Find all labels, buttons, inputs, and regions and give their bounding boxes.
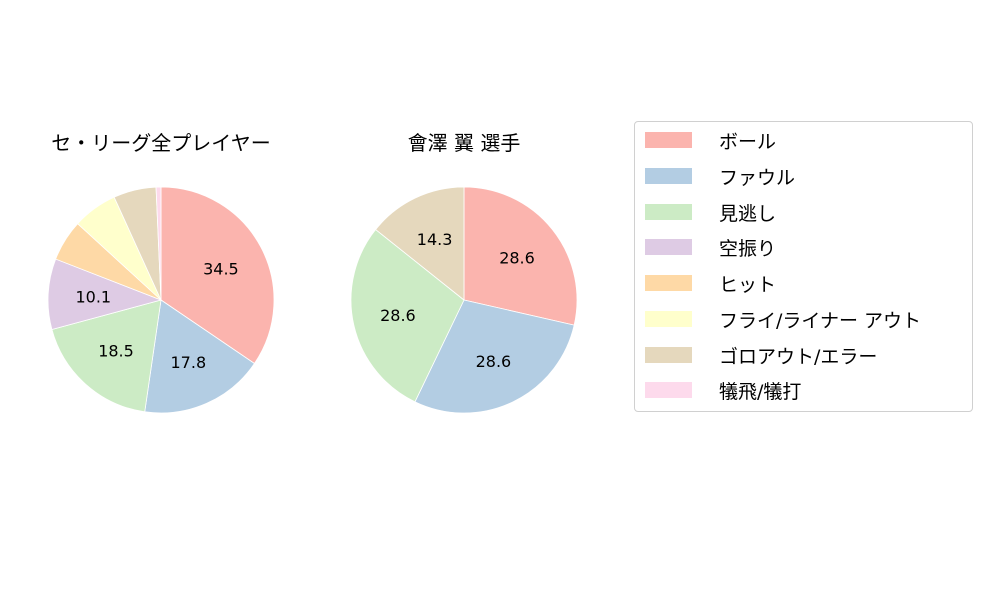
- legend-item-swinging: 空振り: [645, 237, 776, 260]
- slice-label: 18.5: [98, 342, 134, 361]
- slice-label: 28.6: [380, 306, 416, 325]
- legend-item-ground-out-error: ゴロアウト/エラー: [645, 345, 877, 368]
- pie-slice: [350, 228, 465, 403]
- pie-slice: [375, 186, 465, 301]
- legend-item-ball: ボール: [645, 130, 776, 153]
- slice-label: 14.3: [417, 230, 453, 249]
- right-chart-title: 會澤 翼 選手: [407, 131, 521, 155]
- legend-swatch: [645, 239, 692, 255]
- legend-item-fly-liner-out: フライ/ライナー アウト: [645, 309, 921, 332]
- legend-label: 犠飛/犠打: [719, 380, 802, 403]
- pie-slice: [51, 299, 162, 413]
- legend: ボール ファウル 見逃し 空振り ヒット フライ/ライナー アウト ゴロアウト/…: [634, 121, 973, 412]
- legend-label: ゴロアウト/エラー: [719, 345, 878, 368]
- legend-swatch: [645, 204, 692, 220]
- legend-item-sacrifice: 犠飛/犠打: [645, 380, 801, 403]
- legend-label: ヒット: [719, 273, 777, 296]
- pie-league: 34.5 17.8 18.5 10.1: [47, 186, 275, 414]
- pie-slice: [414, 299, 575, 414]
- pie-slice: [463, 186, 578, 326]
- legend-label: フライ/ライナー アウト: [719, 309, 922, 332]
- slice-label: 28.6: [499, 249, 535, 268]
- pie-slice: [160, 186, 275, 365]
- legend-label: ファウル: [719, 166, 796, 189]
- pie-slice: [155, 186, 162, 301]
- left-chart-title: セ・リーグ全プレイヤー: [51, 131, 271, 155]
- legend-label: 空振り: [719, 237, 777, 260]
- legend-item-foul: ファウル: [645, 166, 795, 189]
- legend-label: 見逃し: [719, 202, 777, 225]
- slice-label: 17.8: [171, 353, 207, 372]
- pie-slice: [144, 299, 256, 414]
- legend-swatch: [645, 275, 692, 291]
- legend-item-looking: 見逃し: [645, 202, 776, 225]
- slice-label: 34.5: [203, 259, 239, 278]
- legend-swatch: [645, 168, 692, 184]
- pie-player: 28.6 28.6 28.6 14.3: [350, 186, 578, 414]
- legend-swatch: [645, 132, 692, 148]
- legend-label: ボール: [719, 130, 777, 153]
- legend-swatch: [645, 347, 692, 363]
- slice-label: 10.1: [75, 287, 111, 306]
- legend-item-hit: ヒット: [645, 273, 776, 296]
- slice-label: 28.6: [476, 352, 512, 371]
- legend-swatch: [645, 311, 692, 327]
- pie-slice: [47, 258, 163, 330]
- legend-swatch: [645, 382, 692, 398]
